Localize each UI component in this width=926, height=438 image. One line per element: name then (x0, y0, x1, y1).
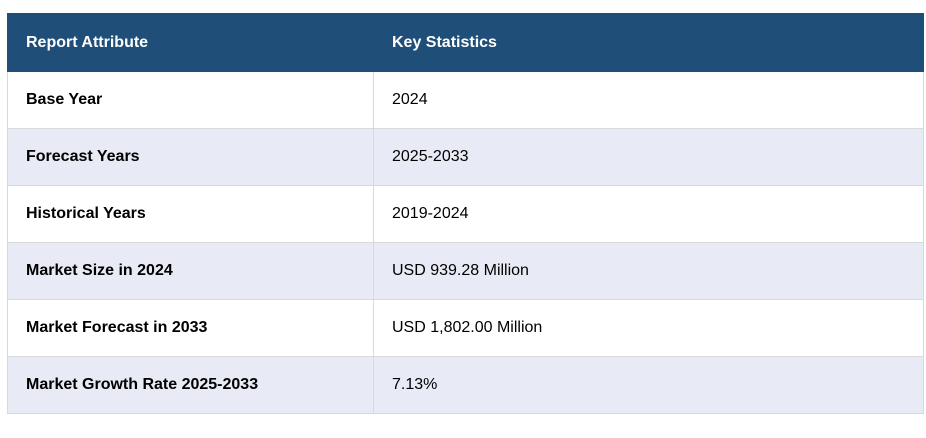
report-table: Report Attribute Key Statistics Base Yea… (7, 13, 924, 414)
table-row: Market Forecast in 2033 USD 1,802.00 Mil… (7, 299, 924, 357)
table-row: Base Year 2024 (7, 71, 924, 129)
row-attribute: Market Size in 2024 (7, 242, 374, 300)
table-row: Market Growth Rate 2025-2033 7.13% (7, 356, 924, 414)
row-value: 2019-2024 (373, 185, 924, 243)
row-value: 2024 (373, 71, 924, 129)
header-report-attribute: Report Attribute (7, 13, 374, 72)
row-value: 7.13% (373, 356, 924, 414)
row-value: USD 1,802.00 Million (373, 299, 924, 357)
table-row: Historical Years 2019-2024 (7, 185, 924, 243)
row-attribute: Historical Years (7, 185, 374, 243)
report-table-container: Report Attribute Key Statistics Base Yea… (7, 13, 924, 414)
row-attribute: Forecast Years (7, 128, 374, 186)
header-row: Report Attribute Key Statistics (7, 13, 924, 72)
row-attribute: Market Growth Rate 2025-2033 (7, 356, 374, 414)
header-key-statistics: Key Statistics (373, 13, 924, 72)
table-row: Forecast Years 2025-2033 (7, 128, 924, 186)
table-header: Report Attribute Key Statistics (7, 13, 924, 72)
table-body: Base Year 2024 Forecast Years 2025-2033 … (7, 71, 924, 414)
table-row: Market Size in 2024 USD 939.28 Million (7, 242, 924, 300)
row-value: 2025-2033 (373, 128, 924, 186)
row-attribute: Market Forecast in 2033 (7, 299, 374, 357)
row-attribute: Base Year (7, 71, 374, 129)
row-value: USD 939.28 Million (373, 242, 924, 300)
